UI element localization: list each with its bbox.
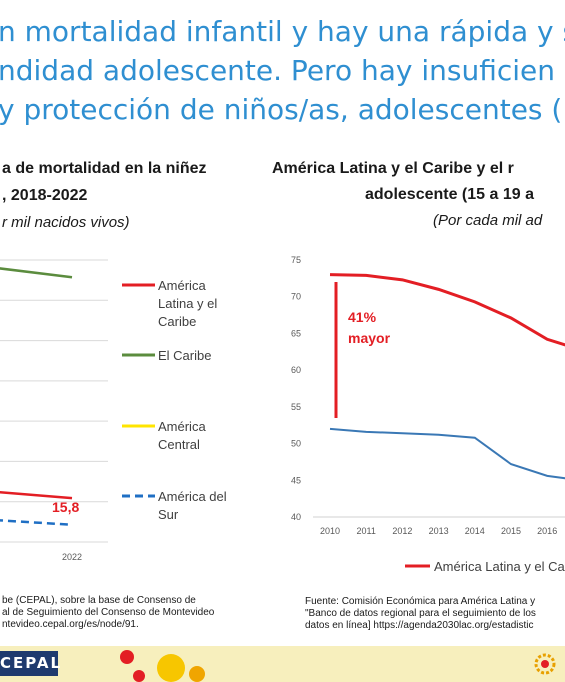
left-legend-label: América	[158, 419, 206, 434]
gap-annotation-label: mayor	[348, 330, 391, 346]
left-legend-label: El Caribe	[158, 348, 211, 363]
left-series-line	[0, 519, 73, 527]
right-y-tick-label: 45	[291, 475, 301, 485]
left-legend-label: Central	[158, 437, 200, 452]
right-x-tick-label: 2014	[465, 526, 485, 536]
right-chart-subtitle: (Por cada mil ad	[433, 212, 543, 229]
left-legend-label: América	[158, 278, 206, 293]
right-y-tick-label: 65	[291, 328, 301, 338]
right-chart-x-ticks: 2010 2011 2012 2013 2014 2015 2016	[320, 526, 557, 536]
left-chart-title-line-2: , 2018-2022	[2, 187, 88, 204]
right-source-line-3: datos en línea] https://agenda2030lac.or…	[305, 620, 534, 631]
headline-line-1: n mortalidad infantil y hay una rápida y…	[0, 15, 565, 48]
right-chart-title-line-2: adolescente (15 a 19 a	[365, 186, 534, 203]
right-series-line-latam	[329, 273, 565, 347]
right-y-tick-label: 60	[291, 365, 301, 375]
footer-band	[0, 646, 565, 682]
left-source-note: be (CEPAL), sobre la base de Consenso de…	[2, 595, 214, 631]
headline-line-2: ndidad adolescente. Pero hay insuficien	[0, 54, 555, 87]
gap-annotation-percent: 41%	[348, 309, 377, 325]
left-chart-grid	[0, 259, 108, 543]
left-series-line	[0, 491, 73, 500]
right-chart-y-ticks: 40 45 50 55 60 65 70 75	[291, 255, 301, 522]
corner-logo-icon	[534, 653, 556, 675]
right-chart-title-line-1: América Latina y el Caribe y el r	[272, 160, 514, 177]
left-chart-title-line-1: a de mortalidad en la niñez	[2, 160, 207, 177]
left-chart-x-ticks: 212022	[0, 552, 82, 562]
left-series-line	[0, 267, 73, 279]
right-source-line-2: "Banco de datos regional para el seguimi…	[305, 608, 536, 619]
left-legend-label: Caribe	[158, 314, 196, 329]
right-chart-lines	[329, 273, 565, 480]
left-source-line-3: ntevideo.cepal.org/es/node/91.	[2, 619, 139, 630]
right-legend-label: América Latina y el Ca	[434, 559, 565, 574]
right-source-note: Fuente: Comisión Económica para América …	[305, 596, 536, 632]
left-source-line-1: be (CEPAL), sobre la base de Consenso de	[2, 595, 196, 606]
right-y-tick-label: 50	[291, 439, 301, 449]
left-chart-lines	[0, 267, 73, 527]
right-x-tick-label: 2010	[320, 526, 340, 536]
right-y-tick-label: 75	[291, 255, 301, 265]
left-source-line-2: al de Seguimiento del Consenso de Montev…	[2, 607, 215, 618]
left-chart-legend: América Latina y el Caribe El Caribe América…	[122, 278, 227, 522]
right-x-tick-label: 2016	[537, 526, 557, 536]
right-x-tick-label: 2012	[392, 526, 412, 536]
left-legend-label: Sur	[158, 507, 179, 522]
decorative-circles	[120, 650, 205, 682]
slide-headline: n mortalidad infantil y hay una rápida y…	[0, 12, 565, 129]
left-x-tick-label: 2022	[62, 552, 82, 562]
left-legend-label: América del	[158, 489, 227, 504]
left-chart-annotation-value: 15,8	[52, 499, 79, 515]
right-x-tick-label: 2011	[357, 526, 376, 536]
right-y-tick-label: 70	[291, 292, 301, 302]
left-chart: 212022 América Latina y el Caribe El Caribe…	[0, 259, 227, 562]
right-y-tick-label: 55	[291, 402, 301, 412]
right-source-line-1: Fuente: Comisión Económica para América …	[305, 596, 536, 607]
right-x-tick-label: 2013	[429, 526, 449, 536]
headline-line-3: y protección de niños/as, adolescentes (	[0, 93, 563, 126]
right-series-line-other	[329, 427, 565, 480]
right-x-tick-label: 2015	[501, 526, 521, 536]
left-chart-subtitle: r mil nacidos vivos)	[2, 214, 130, 231]
left-legend-label: Latina y el	[158, 296, 217, 311]
right-y-tick-label: 40	[291, 512, 301, 522]
cepal-logo: CEPAL	[0, 651, 60, 676]
